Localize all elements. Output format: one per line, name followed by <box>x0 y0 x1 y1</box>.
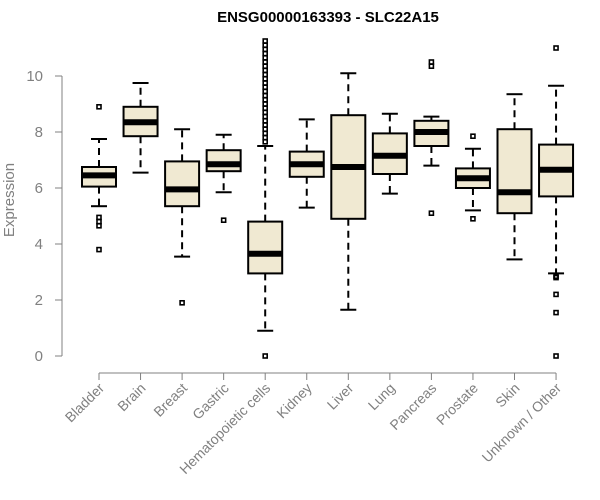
iqr-box-breast <box>164 160 201 208</box>
chart-title: ENSG00000163393 - SLC22A15 <box>217 9 439 26</box>
outlier-bladder-4 <box>96 246 102 253</box>
iqr-box-hematopoietic-cells <box>247 220 284 275</box>
outlier-hematopoietic-cells-0 <box>262 353 269 359</box>
outlier-bladder-3 <box>96 223 102 229</box>
x-tick-label-breast: Breast <box>150 380 190 420</box>
box-lung <box>371 112 408 195</box>
outlier-unknown-other-3 <box>553 291 559 298</box>
outlier-unknown-other-0 <box>553 45 559 51</box>
box-kidney <box>288 118 325 209</box>
outlier-unknown-other-5 <box>553 353 559 359</box>
outlier-hematopoietic-cells-6 <box>262 118 269 124</box>
outlier-hematopoietic-cells-11 <box>262 97 269 103</box>
outlier-hematopoietic-cells-2 <box>262 134 269 141</box>
outlier-hematopoietic-cells-3 <box>262 130 269 137</box>
box-gastric <box>205 133 242 223</box>
outlier-hematopoietic-cells-25 <box>262 38 269 44</box>
x-tick-label-unknown-other: Unknown / Other <box>479 380 565 466</box>
box-brain <box>122 82 159 174</box>
outlier-hematopoietic-cells-8 <box>262 109 269 116</box>
plot-area <box>81 38 575 359</box>
box-breast <box>164 128 201 306</box>
outlier-unknown-other-2 <box>553 274 559 281</box>
outlier-prostate-0 <box>470 133 476 139</box>
y-tick-label-3: 6 <box>35 180 43 197</box>
x-tick-label-lung: Lung <box>365 380 398 413</box>
y-tick-label-2: 4 <box>35 236 43 253</box>
iqr-box-gastric <box>205 149 242 173</box>
box-unknown-other <box>538 45 575 359</box>
outlier-prostate-1 <box>470 216 476 222</box>
box-pancreas <box>413 59 450 216</box>
box-liver <box>330 72 367 311</box>
outlier-bladder-0 <box>96 104 102 110</box>
outlier-gastric-0 <box>220 217 227 223</box>
box-bladder <box>81 104 117 253</box>
x-tick-label-prostate: Prostate <box>433 380 481 428</box>
x-tick-label-kidney: Kidney <box>273 380 315 422</box>
outlier-hematopoietic-cells-16 <box>262 76 269 82</box>
box-hematopoietic-cells <box>247 38 284 359</box>
y-tick-label-0: 0 <box>35 348 43 365</box>
outlier-unknown-other-4 <box>553 309 559 316</box>
y-tick-label-4: 8 <box>35 124 43 141</box>
outlier-breast-0 <box>179 299 185 306</box>
axes: 0 2 4 6 8 10 <box>26 68 557 380</box>
x-tick-label-skin: Skin <box>492 380 523 411</box>
x-tick-label-bladder: Bladder <box>62 380 108 426</box>
y-tick-label-5: 10 <box>26 68 43 85</box>
outlier-hematopoietic-cells-13 <box>262 88 269 95</box>
x-tick-label-brain: Brain <box>114 380 148 414</box>
outlier-hematopoietic-cells-18 <box>262 67 269 74</box>
outlier-pancreas-2 <box>428 210 435 216</box>
outlier-bladder-1 <box>96 214 102 221</box>
outlier-bladder-2 <box>96 218 102 225</box>
y-axis-label: Expression <box>1 163 18 237</box>
iqr-box-skin <box>496 128 533 215</box>
x-tick-label-liver: Liver <box>324 380 357 413</box>
box-skin <box>496 93 533 261</box>
outlier-hematopoietic-cells-1 <box>262 139 269 145</box>
y-tick-label-1: 2 <box>35 292 43 309</box>
box-prostate <box>454 133 491 222</box>
outlier-pancreas-1 <box>428 63 435 69</box>
